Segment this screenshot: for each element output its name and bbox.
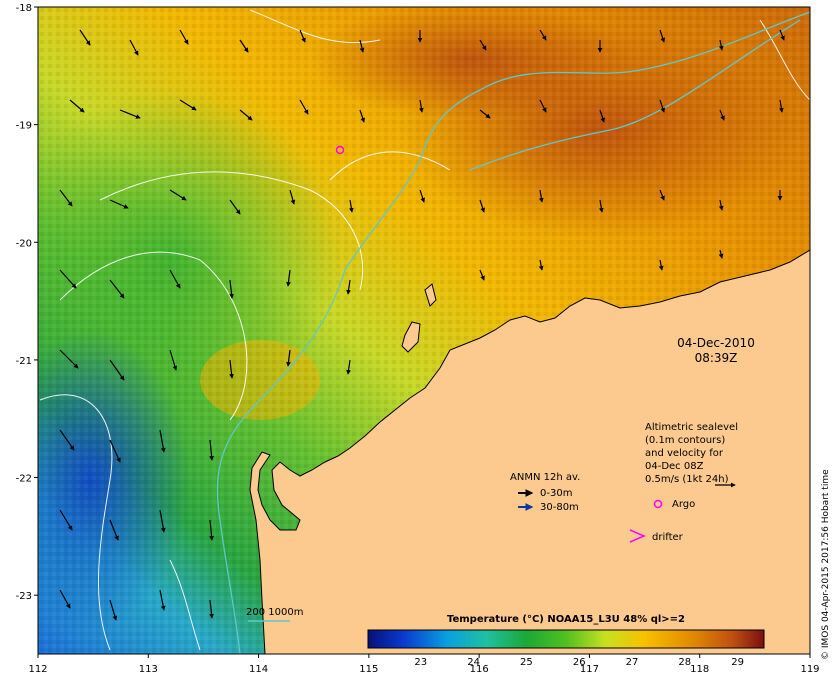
velocity-arrows bbox=[59, 29, 785, 621]
altimetry-note-line: 0.5m/s (1kt 24h) bbox=[645, 474, 729, 485]
lat-axis: -18 -19 -20 -21 -22 -23 bbox=[16, 3, 38, 602]
colorbar-tick-label: 23 bbox=[414, 657, 427, 668]
lat-tick-label: -22 bbox=[16, 474, 32, 485]
sst-field bbox=[38, 7, 810, 654]
colorbar-tick-label: 25 bbox=[520, 657, 533, 668]
colorbar-title: Temperature (°C) NOAA15_L3U 48% ql>=2 bbox=[447, 614, 685, 625]
lon-tick-label: 118 bbox=[690, 664, 709, 675]
argo-label: Argo bbox=[672, 499, 695, 510]
lon-tick-label: 115 bbox=[359, 664, 378, 675]
altimetry-note-line: Altimetric sealevel bbox=[645, 422, 738, 433]
anmn-legend-title: ANMN 12h av. bbox=[510, 472, 580, 483]
colorbar-tick-label: 26 bbox=[573, 657, 586, 668]
colorbar-ramp bbox=[367, 629, 765, 649]
lat-tick-label: -19 bbox=[16, 121, 32, 132]
island-1 bbox=[401, 321, 421, 353]
lon-tick-label: 113 bbox=[139, 664, 158, 675]
anmn-shallow-label: 0-30m bbox=[540, 488, 572, 499]
lon-tick-label: 112 bbox=[28, 664, 47, 675]
isobath-label: 200 1000m bbox=[246, 607, 303, 618]
argo-float-marker bbox=[335, 145, 345, 155]
colorbar-tick-label: 24 bbox=[467, 657, 480, 668]
anmn-legend: ANMN 12h av. 0-30m 30-80m bbox=[510, 472, 580, 513]
altimetry-note-line: 04-Dec 08Z bbox=[645, 461, 704, 472]
australia-landmass bbox=[249, 249, 810, 654]
argo-icon bbox=[653, 499, 663, 509]
colorbar-tick-label: 29 bbox=[731, 657, 744, 668]
colorbar-tick-label: 28 bbox=[678, 657, 691, 668]
sealevel-contours bbox=[39, 9, 810, 651]
drifter-legend: drifter bbox=[629, 529, 684, 543]
lon-tick-label: 114 bbox=[249, 664, 268, 675]
island-2 bbox=[424, 283, 437, 307]
altimetry-note-line: and velocity for bbox=[645, 448, 724, 459]
colorbar-ticks: 23 24 25 26 27 28 29 bbox=[414, 657, 744, 668]
argo-legend: Argo bbox=[653, 499, 695, 510]
colorbar: Temperature (°C) NOAA15_L3U 48% ql>=2 23… bbox=[367, 614, 765, 668]
isobath-legend: 200 1000m bbox=[246, 607, 303, 622]
lon-axis: 112 113 114 115 116 117 118 119 bbox=[28, 654, 820, 675]
anmn-deep-label: 30-80m bbox=[540, 502, 579, 513]
altimetry-note-line: (0.1m contours) bbox=[645, 435, 725, 446]
map-date: 04-Dec-2010 bbox=[677, 336, 755, 350]
lat-tick-label: -23 bbox=[16, 591, 32, 602]
lat-tick-label: -21 bbox=[16, 356, 32, 367]
lat-tick-label: -20 bbox=[16, 238, 32, 249]
plot-frame bbox=[37, 6, 811, 655]
altimetry-note: Altimetric sealevel (0.1m contours) and … bbox=[645, 422, 738, 488]
isobath-lines bbox=[216, 11, 810, 654]
lat-tick-label: -18 bbox=[16, 3, 32, 14]
drifter-label: drifter bbox=[652, 532, 684, 543]
credit-text: © IMOS 04-Apr-2015 2017:56 Hobart time bbox=[821, 469, 831, 660]
lon-tick-label: 117 bbox=[580, 664, 599, 675]
lon-tick-label: 116 bbox=[470, 664, 489, 675]
map-time: 08:39Z bbox=[695, 351, 738, 365]
drifter-icon bbox=[629, 529, 646, 543]
colorbar-tick-label: 27 bbox=[626, 657, 639, 668]
lon-tick-label: 119 bbox=[800, 664, 819, 675]
